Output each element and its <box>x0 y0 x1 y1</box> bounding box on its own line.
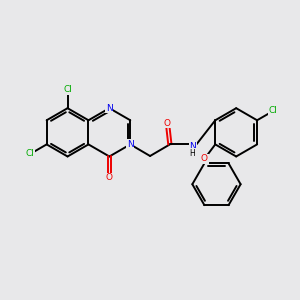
Text: Cl: Cl <box>269 106 278 115</box>
Text: Cl: Cl <box>63 85 72 94</box>
Text: O: O <box>164 119 171 128</box>
Text: O: O <box>106 173 113 182</box>
Text: Cl: Cl <box>26 149 35 158</box>
Text: N: N <box>189 142 196 151</box>
Text: H: H <box>190 149 196 158</box>
Text: N: N <box>106 104 113 113</box>
Text: O: O <box>201 154 208 164</box>
Text: N: N <box>127 140 134 149</box>
